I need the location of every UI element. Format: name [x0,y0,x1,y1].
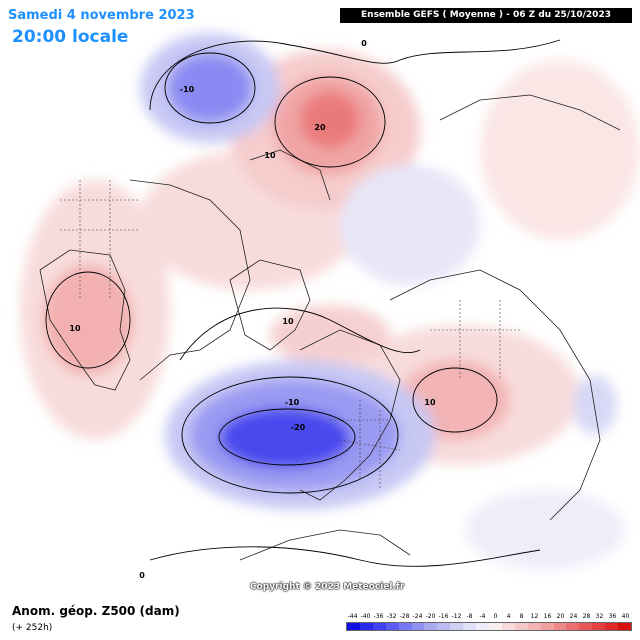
legend-swatch [514,623,528,630]
legend-swatch [618,623,631,630]
contours [45,39,561,567]
label-0-bottom: 0 [139,571,145,580]
label-10-usa: 10 [69,324,81,333]
legend-value: 32 [595,613,604,620]
legend-value: 12 [530,613,539,620]
legend-swatch [540,623,554,630]
forecast-time: 20:00 locale [12,27,129,47]
label-minus10-atlantic: -10 [285,398,300,407]
legend-value: 4 [506,613,511,620]
legend-swatch [359,623,373,630]
label-minus20-atlantic: -20 [291,423,306,432]
label-10-greenland: 10 [282,317,294,326]
legend-swatch [385,623,399,630]
color-legend: -44 -40 -36 -32 -28 -24 -20 -16 -12 -8 -4 0 4 8 12 16 20… [346,612,632,636]
legend-value: 0 [493,613,498,620]
legend-swatch [372,623,386,630]
legend-swatch [605,623,619,630]
legend-value: -20 [425,613,436,620]
legend-value: 20 [556,613,565,620]
legend-value: 8 [519,613,524,620]
legend-swatch [450,623,464,630]
contour-labels: -10 20 10 0 10 10 -10 -20 10 0 [69,39,436,580]
legend-swatch [488,623,502,630]
legend-value: -32 [386,613,397,620]
legend-swatch [566,623,580,630]
lead-time: (+ 252h) [12,623,53,633]
legend-swatch [398,623,412,630]
anomaly-shading [20,33,640,570]
legend-value: -28 [399,613,410,620]
legend-value: -40 [360,613,371,620]
legend-value: 16 [543,613,552,620]
legend-swatch [424,623,438,630]
legend-swatch [592,623,606,630]
legend-swatch [579,623,593,630]
label-minus10-pacific: -10 [180,85,195,94]
legend-value: 40 [621,613,630,620]
field-name: Anom. géop. Z500 (dam) [12,604,180,618]
legend-swatch [463,623,477,630]
forecast-date: Samedi 4 novembre 2023 [8,8,195,23]
legend-swatch [553,623,567,630]
legend-value: -8 [466,613,473,620]
legend-swatch [476,623,489,630]
legend-swatch [411,623,425,630]
legend-value: -44 [347,613,358,620]
label-10-asia: 10 [424,398,436,407]
legend-value: -16 [438,613,449,620]
legend-swatch [437,623,451,630]
label-10-alaska: 10 [264,151,276,160]
borders [60,180,520,490]
legend-labels: -44 -40 -36 -32 -28 -24 -20 -16 -12 -8 -4 0 4 8 12 16 20… [346,612,632,622]
legend-value: 24 [569,613,578,620]
model-run-header: Ensemble GEFS ( Moyenne ) - 06 Z du 25/1… [340,8,632,23]
label-20-alaska: 20 [314,123,326,132]
legend-value: 28 [582,613,591,620]
legend-swatch [527,623,541,630]
legend-value: -12 [451,613,462,620]
legend-swatches [346,622,632,631]
legend-swatch [347,623,360,630]
copyright-notice: Copyright © 2023 Meteociel.fr [250,582,405,592]
coastlines [39,94,621,561]
legend-value: -36 [373,613,384,620]
legend-value: 36 [608,613,617,620]
legend-value: -24 [412,613,423,620]
legend-value: -4 [479,613,486,620]
legend-swatch [501,623,515,630]
label-0-top: 0 [361,39,367,48]
